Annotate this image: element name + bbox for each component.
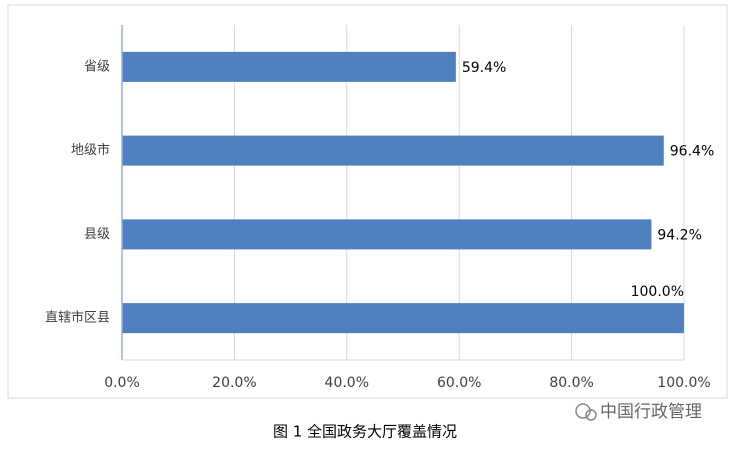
bar xyxy=(122,219,652,250)
value-label: 96.4% xyxy=(670,144,714,160)
x-tick-label: 0.0% xyxy=(104,375,140,391)
x-tick-label: 100.0% xyxy=(657,375,710,391)
value-label: 59.4% xyxy=(462,60,506,76)
y-tick-label: 县级 xyxy=(84,227,110,242)
bar xyxy=(122,135,664,166)
watermark-icon xyxy=(575,403,597,421)
caption: 图 1 全国政务大厅覆盖情况 xyxy=(273,423,457,441)
watermark: 中国行政管理 xyxy=(600,402,702,422)
y-tick-label: 直辖市区县 xyxy=(45,310,110,326)
value-label: 94.2% xyxy=(657,227,701,243)
x-tick-label: 60.0% xyxy=(437,375,481,391)
y-tick-label: 地级市 xyxy=(71,142,110,158)
x-tick-label: 20.0% xyxy=(212,375,256,391)
value-label: 100.0% xyxy=(631,284,684,300)
bar xyxy=(122,303,684,334)
x-tick-label: 40.0% xyxy=(325,375,369,391)
y-tick-label: 省级 xyxy=(84,59,110,74)
x-tick-label: 80.0% xyxy=(549,375,593,391)
bar xyxy=(122,51,456,82)
